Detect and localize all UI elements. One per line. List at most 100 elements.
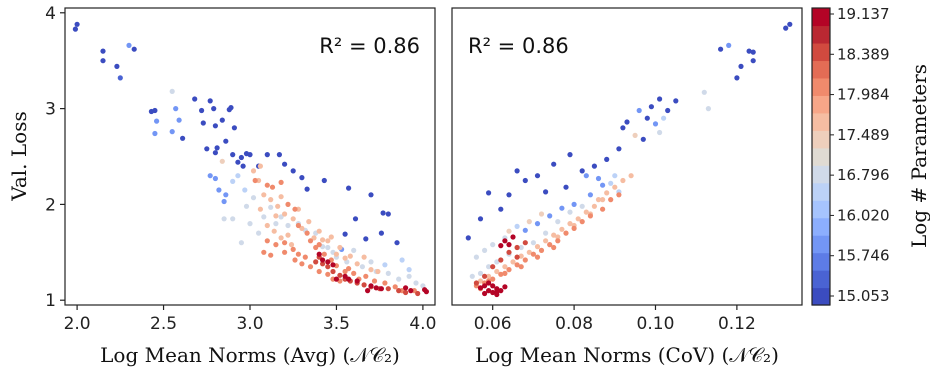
scatter-point	[575, 216, 581, 222]
scatter-point	[591, 163, 598, 169]
scatter-point	[307, 238, 314, 244]
scatter-point	[415, 290, 421, 297]
scatter-point	[482, 247, 488, 253]
scatter-point	[321, 177, 327, 184]
scatter-point	[385, 211, 391, 217]
scatter-point	[273, 213, 279, 219]
scatter-point	[292, 257, 298, 263]
scatter-point	[247, 152, 253, 158]
scatter-point	[299, 175, 305, 181]
colorbar-tick-label: 17.984	[837, 86, 890, 104]
scatter-point	[250, 168, 257, 174]
scatter-point	[494, 289, 500, 295]
scatter-point	[299, 225, 305, 231]
right-r2-annotation: R² = 0.86	[468, 34, 569, 58]
scatter-point	[316, 242, 322, 248]
scatter-point	[282, 161, 288, 167]
scatter-point	[333, 276, 339, 282]
colorbar-band	[812, 42, 830, 62]
scatter-point	[624, 119, 630, 125]
scatter-point	[514, 223, 520, 229]
scatter-point	[567, 209, 573, 215]
scatter-point	[482, 290, 488, 297]
colorbar-band	[812, 165, 830, 184]
scatter-point	[559, 205, 565, 211]
scatter-point	[490, 264, 496, 270]
scatter-point	[321, 251, 327, 257]
scatter-point	[522, 177, 528, 184]
scatter-point	[238, 154, 244, 161]
scatter-point	[514, 262, 520, 268]
scatter-point	[583, 173, 589, 179]
x-tick-label: 0.08	[555, 314, 593, 334]
scatter-point	[498, 257, 504, 263]
y-tick-label: 2	[45, 195, 56, 215]
scatter-point	[316, 251, 322, 257]
scatter-point	[506, 249, 512, 255]
right-x-ticks: 0.06 0.08 0.10 0.12	[474, 305, 756, 334]
scatter-point	[378, 230, 384, 236]
scatter-point	[473, 280, 479, 286]
scatter-point	[299, 261, 305, 267]
scatter-point	[604, 190, 610, 196]
scatter-point	[498, 288, 504, 294]
scatter-point	[243, 203, 250, 209]
scatter-point	[526, 249, 532, 255]
scatter-point	[337, 272, 343, 278]
scatter-point	[361, 282, 367, 288]
scatter-point	[587, 213, 594, 219]
scatter-point	[547, 242, 553, 248]
scatter-point	[510, 234, 516, 240]
scatter-point	[403, 285, 409, 291]
colorbar-label: Log # Parameters	[907, 64, 930, 248]
scatter-point	[292, 206, 298, 212]
scatter-point	[608, 197, 614, 203]
scatter-point	[510, 259, 516, 265]
scatter-point	[204, 146, 210, 152]
scatter-point	[783, 25, 789, 31]
colorbar-band	[812, 112, 830, 131]
scatter-point	[252, 177, 258, 184]
scatter-point	[559, 226, 565, 232]
colorbar-band	[812, 60, 830, 79]
scatter-point	[230, 178, 236, 184]
scatter-point	[231, 125, 237, 131]
scatter-point	[526, 219, 532, 225]
scatter-point	[320, 257, 326, 263]
scatter-point	[403, 289, 409, 296]
left-y-ticks: 1 2 3 4	[45, 4, 65, 311]
scatter-point	[563, 230, 569, 236]
scatter-point	[385, 270, 391, 276]
scatter-point	[787, 21, 793, 27]
colorbar-band	[812, 182, 830, 201]
scatter-point	[342, 231, 348, 237]
scatter-point	[612, 173, 618, 179]
colorbar-band	[812, 270, 830, 289]
scatter-point	[420, 283, 426, 289]
scatter-point	[342, 255, 348, 261]
scatter-point	[365, 288, 371, 294]
y-tick-label: 4	[45, 4, 56, 24]
scatter-point	[285, 232, 291, 238]
scatter-point	[661, 115, 667, 121]
colorbar-tick-label: 18.389	[837, 45, 890, 63]
scatter-point	[555, 219, 561, 225]
scatter-point	[347, 253, 353, 259]
colorbar-ticks: 19.137 18.389 17.984 17.489 16.796 16.020 15.7…	[830, 5, 890, 305]
scatter-point	[502, 264, 508, 270]
scatter-point	[600, 182, 606, 188]
scatter-point	[490, 289, 496, 296]
scatter-point	[304, 230, 310, 236]
colorbar-frame	[811, 7, 831, 306]
scatter-point	[230, 152, 236, 158]
y-tick-label: 1	[45, 291, 56, 311]
scatter-point	[228, 105, 234, 111]
left-y-axis-title: Val. Loss	[7, 111, 31, 202]
scatter-point	[673, 98, 679, 104]
scatter-point	[351, 247, 357, 253]
scatter-point	[498, 206, 504, 212]
scatter-point	[583, 209, 589, 215]
colorbar-tick-label: 19.137	[837, 5, 890, 23]
colorbar: 19.137 18.389 17.984 17.489 16.796 16.020 15.7…	[811, 5, 930, 306]
colorbar-band	[812, 200, 830, 219]
